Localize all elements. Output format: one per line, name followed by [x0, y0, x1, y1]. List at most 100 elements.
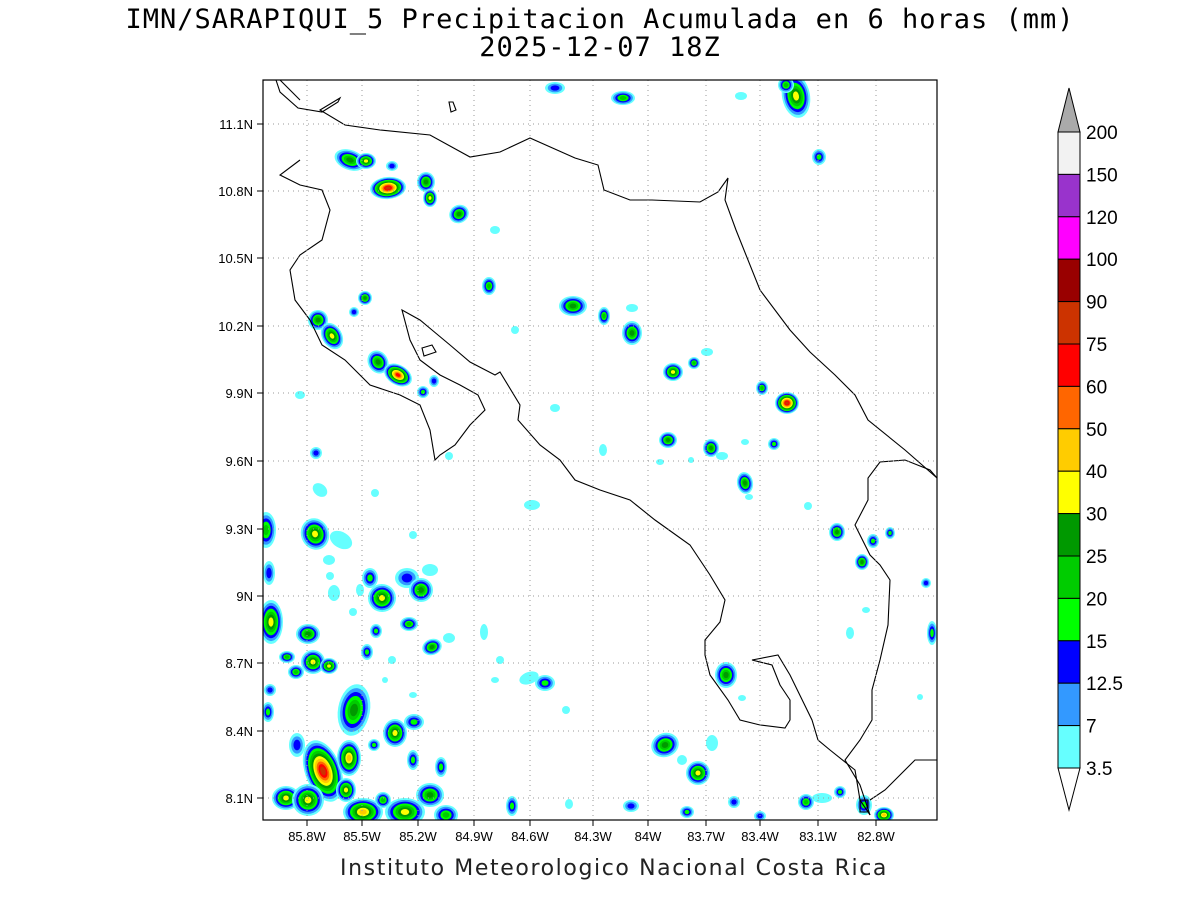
rain-cell — [482, 277, 496, 295]
rain-cell — [361, 644, 373, 660]
rain-cell — [885, 527, 895, 539]
colorbar-swatch — [1057, 513, 1081, 557]
rain-cell — [768, 438, 780, 450]
rain-cell — [279, 651, 295, 663]
rain-cell — [735, 92, 747, 100]
rain-cell — [409, 692, 417, 698]
rain-cell — [386, 161, 398, 171]
rain-cell — [263, 561, 275, 585]
rain-cell — [804, 502, 812, 510]
y-tick-label: 10.2N — [218, 319, 253, 334]
rain-cell — [337, 684, 371, 736]
rain-cell — [362, 568, 378, 588]
colorbar-swatch — [1057, 343, 1081, 387]
rain-cell — [812, 793, 832, 803]
rain-cell — [741, 439, 749, 445]
colorbar-level-label: 120 — [1086, 208, 1118, 229]
rain-cell — [874, 807, 894, 820]
rain-cell — [688, 457, 694, 463]
colorbar-level-label: 60 — [1086, 377, 1107, 398]
colorbar-swatch — [1057, 428, 1081, 472]
rain-cell — [680, 806, 694, 818]
rain-cell — [867, 534, 879, 548]
rain-cell — [409, 531, 417, 539]
colorbar-swatch — [1057, 258, 1081, 303]
rain-cell — [320, 322, 344, 350]
x-tick-label: 84.3W — [574, 829, 612, 844]
rain-cell — [370, 624, 382, 638]
x-tick-label: 83.4W — [741, 829, 779, 844]
y-tick-label: 8.1N — [226, 791, 253, 806]
rain-cell — [921, 578, 931, 588]
colorbar-level-label: 20 — [1086, 589, 1107, 610]
rain-cell — [496, 656, 504, 664]
colorbar-swatch — [1057, 597, 1081, 642]
rain-cell — [382, 677, 388, 683]
colorbar-top-arrow — [1057, 87, 1081, 133]
rain-cell — [367, 350, 389, 374]
rain-cell — [375, 792, 391, 808]
colorbar-swatch — [1057, 173, 1081, 218]
rain-cell — [706, 735, 718, 751]
rain-cell — [295, 391, 305, 399]
y-tick-label: 10.5N — [218, 251, 253, 266]
colorbar-level-label: 50 — [1086, 420, 1107, 441]
rain-cell — [368, 739, 380, 751]
rain-cell — [404, 714, 424, 730]
rain-cell — [728, 796, 740, 808]
rain-cell — [491, 677, 499, 683]
x-tick-label: 83.7W — [687, 829, 725, 844]
rain-cell — [264, 684, 276, 696]
coastline — [263, 80, 937, 816]
x-tick-label: 85.8W — [288, 829, 326, 844]
rain-cell — [688, 357, 700, 369]
rain-cell — [326, 572, 334, 580]
colorbar-level-label: 90 — [1086, 293, 1107, 314]
colorbar-level-label: 40 — [1086, 462, 1107, 483]
colorbar-legend: 3.5 7 12.5 15 20 25 30 40 50 60 75 90 100 120 150 200 — [1057, 87, 1123, 812]
colorbar-swatch — [1057, 555, 1081, 599]
rain-cell — [490, 226, 500, 234]
y-tick-label: 8.7N — [226, 656, 253, 671]
rain-cell — [349, 307, 359, 317]
rain-cell — [862, 607, 870, 613]
x-tick-label: 83.1W — [799, 829, 837, 844]
rain-cell — [356, 153, 376, 169]
rain-cell — [651, 732, 679, 758]
rain-cell — [677, 755, 687, 765]
y-tick-label: 11.1N — [219, 117, 253, 132]
rain-cell — [519, 671, 539, 685]
rain-cell — [384, 363, 412, 387]
rain-cell — [562, 706, 570, 714]
rain-cell — [263, 512, 276, 548]
rain-cell — [626, 304, 638, 312]
rain-cell — [422, 564, 438, 576]
rain-cell — [417, 172, 435, 192]
rain-cell — [310, 447, 322, 459]
rain-cell — [449, 204, 469, 224]
rain-cell — [715, 662, 737, 688]
colorbar-swatch — [1057, 725, 1081, 769]
rain-cell — [328, 585, 340, 601]
rain-cell — [745, 494, 753, 500]
rain-cell — [565, 799, 573, 809]
rain-cell — [443, 633, 455, 643]
plot-frame — [262, 79, 938, 821]
rain-cell — [622, 321, 642, 345]
rain-cell — [701, 348, 713, 356]
rain-cell — [416, 783, 444, 807]
rain-cell — [599, 444, 607, 456]
rain-cell — [716, 452, 728, 460]
colorbar-swatch — [1057, 682, 1081, 727]
rain-cell — [337, 740, 361, 776]
rain-cell — [659, 432, 677, 448]
rain-cell — [356, 584, 364, 596]
rain-cell — [388, 656, 396, 664]
colorbar-swatch — [1057, 131, 1081, 175]
rain-cell — [927, 621, 937, 645]
rain-cell — [423, 189, 437, 207]
rain-cell — [611, 91, 635, 105]
colorbar-swatch — [1057, 470, 1081, 515]
rain-cell — [775, 392, 799, 414]
